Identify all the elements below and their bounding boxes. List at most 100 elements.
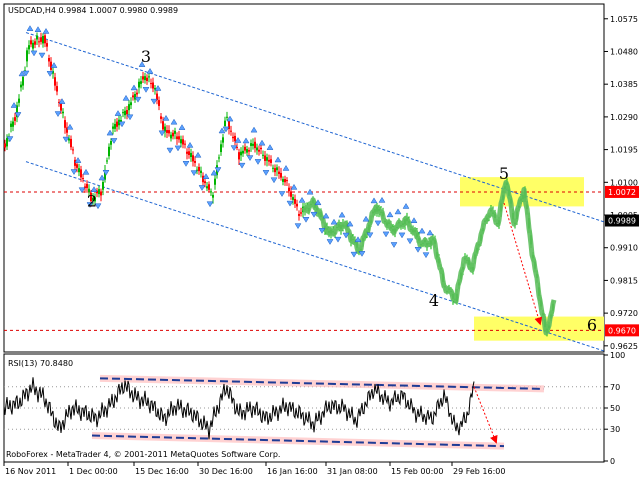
candle-body [114,124,116,129]
price-tag-label-2: 0.9670 [608,326,636,335]
candle-body [62,112,64,114]
wave-label-6: 6 [587,315,597,334]
candle-body [120,120,122,121]
rsi-y-tick-label: 0 [610,457,615,466]
x-tick-label: 16 Nov 2011 [5,467,56,476]
candle-body [168,130,170,133]
candle-body [128,104,130,110]
candle-body [222,137,224,142]
candle-body [204,181,206,183]
candle-body [218,157,220,158]
y-tick-label: 1.0385 [610,80,638,89]
candle-body [238,152,240,159]
candle-body [254,142,256,148]
candle-body [252,144,254,146]
candle-body [150,83,152,84]
candle-body [76,164,78,168]
candle-body [162,121,164,129]
candle-body [40,38,42,42]
candle-body [112,126,114,128]
price-tag-label-1: 0.9989 [608,217,636,226]
candle-body [152,83,154,89]
candle-body [184,144,186,145]
candle-body [126,110,128,114]
x-tick-label: 15 Feb 00:00 [391,467,443,476]
candle-body [296,204,298,207]
candle-body [278,172,280,174]
x-tick-label: 29 Feb 16:00 [453,467,505,476]
candle-body [142,76,144,79]
candle-body [74,160,76,166]
candle-body [116,122,118,127]
candle-body [28,45,30,49]
candle-body [178,136,180,139]
candle-body [68,139,70,141]
candle-body [190,153,192,157]
candle-body [200,171,202,173]
candle-body [292,197,294,200]
y-tick-label: 1.0575 [610,15,638,24]
candle-body [266,157,268,161]
candle-body [108,147,110,156]
candle-body [212,195,214,198]
candle-body [82,178,84,179]
candle-body [32,43,34,49]
candle-body [234,136,236,141]
x-tick-label: 30 Dec 16:00 [199,467,253,476]
candle-body [36,36,38,40]
candle-body [44,35,46,43]
candle-body [258,150,260,152]
candle-body [22,77,24,86]
candle-body [240,152,242,156]
candle-body [106,160,108,161]
footer-copyright: RoboForex - MetaTrader 4, © 2001-2011 Me… [6,450,280,459]
candle-body [122,112,124,113]
x-tick-label: 15 Dec 16:00 [135,467,189,476]
candle-body [86,184,88,188]
candle-body [78,168,80,172]
candle-body [282,179,284,182]
candle-body [244,147,246,151]
x-tick-label: 16 Jan 16:00 [267,467,318,476]
candle-body [202,176,204,182]
candle-body [6,138,8,146]
price-tag-label-0: 1.0072 [608,188,636,197]
candle-body [276,167,278,170]
candle-body [264,155,266,160]
candle-body [48,58,50,61]
candle-body [144,76,146,80]
candle-body [124,111,126,115]
candle-body [30,40,32,44]
target-zone-1 [474,317,604,341]
y-tick-label: 0.9625 [610,342,638,351]
y-tick-label: 0.9910 [610,244,638,253]
candle-body [280,173,282,178]
rsi-y-tick-label: 70 [610,383,620,392]
candle-body [160,116,162,119]
candle-body [110,141,112,145]
candle-body [136,93,138,95]
rsi-title: RSI(13) 70.8480 [8,359,73,368]
candle-body [220,144,222,152]
wave-label-3: 3 [141,47,151,66]
candle-body [174,131,176,134]
wave-label-4: 4 [429,291,439,310]
rsi-y-tick-label: 30 [610,425,620,434]
candle-body [26,50,28,61]
candle-body [224,121,226,126]
candle-body [198,167,200,171]
candle-body [182,139,184,144]
candle-body [148,76,150,77]
candle-body [132,95,134,97]
candle-body [14,117,16,121]
candle-body [274,168,276,172]
candle-body [12,121,14,126]
candle-body [46,43,48,47]
rsi-y-tick-label: 100 [610,351,625,360]
candle-body [226,117,228,118]
candle-body [10,124,12,127]
candle-body [188,151,190,155]
candle-body [20,85,22,88]
candle-body [268,160,270,162]
